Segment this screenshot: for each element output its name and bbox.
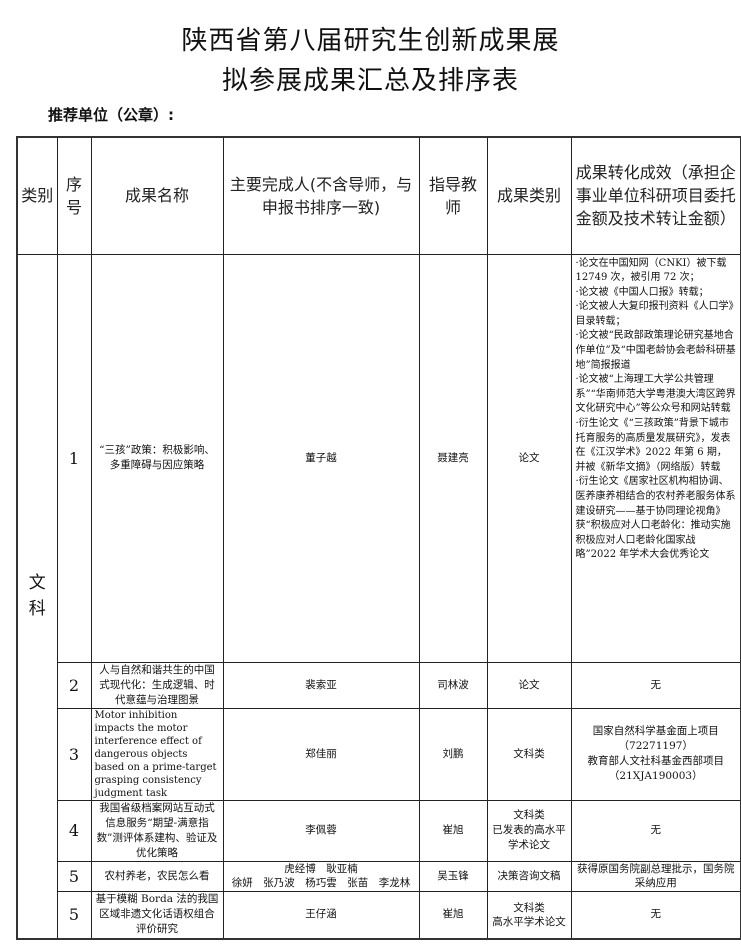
table-row: 文科 1 “三孩”政策：积极影响、多重障碍与因应策略 董子越 聂建亮 论文 ·论… [16,253,741,940]
advisor-cell: 聂建亮 [418,253,488,663]
impact-item: ·论文被《中国人口报》转载； [575,286,709,298]
table-row: 2 人与自然和谐共生的中国式现代化：生成逻辑、时代意蕴与治理图景 裴索亚 司林波… [17,661,741,709]
impact-item: ·衍生论文《居家社区机构相协调、医养康养相结合的农村养老服务体系建设研究——基于… [575,476,736,561]
table-row: 3 Motor inhibition impacts the motor int… [17,707,741,801]
index-cell: 5 [56,890,92,940]
table-row: 4 我国省级档案网站互动式信息服务“期望-满意指数”测评体系建构、验证及优化策略… [17,799,741,862]
header-type: 成果类别 [486,136,572,255]
authors-cell: 郑佳丽 [222,707,420,801]
name-cell: 人与自然和谐共生的中国式现代化：生成逻辑、时代意蕴与治理图景 [90,661,224,709]
name-cell: Motor inhibition impacts the motor inter… [90,707,224,801]
index-cell: 4 [56,799,92,862]
type-cell: 文科类 高水平学术论文 [486,890,572,940]
impact-cell: 无 [570,890,741,940]
name-cell: 基于模糊 Borda 法的我国区域非遗文化话语权组合评价研究 [90,890,224,940]
advisor-cell: 司林波 [418,661,488,709]
advisor-cell: 刘鹏 [418,707,488,801]
type-line: 文科类 [513,809,545,821]
authors-line: 徐妍 张乃波 杨巧雲 张苗 李龙林 [231,877,411,889]
impact-item: ·衍生论文《“三孩政策”背景下城市托育服务的高质量发展研究》，发表在《江汉学术》… [575,418,731,473]
header-category: 类别 [16,136,58,255]
advisor-cell: 崔旭 [418,799,488,862]
impact-line: 教育部人文社科基金西部项目（21XJA190003） [587,755,725,782]
type-line: 已发表的高水平学术论文 [492,824,566,851]
type-cell: 决策咨询文稿 [486,860,572,892]
impact-cell: 获得原国务院副总理批示，国务院采纳应用 [570,860,741,892]
header-index: 序号 [56,136,92,255]
advisor-cell: 吴玉锋 [418,860,488,892]
impact-item: ·论文被“民政部政策理论研究基地合作单位”及“中国老龄协会老龄科研基地”简报报道 [575,330,736,371]
impact-item: ·论文被人大复印报刊资料《人口学》目录转载； [575,301,734,327]
impact-item: ·论文在中国知网（CNKI）被下载 12749 次，被引用 72 次； [575,257,727,284]
authors-cell: 董子越 [222,253,420,663]
impact-cell: 无 [570,799,741,862]
header-name: 成果名称 [90,136,224,255]
impact-cell: 无 [570,661,741,709]
results-table: 类别 序号 成果名称 主要完成人(不含导师，与申报书排序一致) 指导教师 成果类… [16,136,741,940]
header-authors: 主要完成人(不含导师，与申报书排序一致) [222,136,420,255]
index-cell: 5 [56,860,92,892]
type-cell: 文科类 已发表的高水平学术论文 [486,799,572,862]
header-impact: 成果转化成效（承担企事业单位科研项目委托金额及技术转让金额） [570,136,741,255]
name-cell: 农村养老，农民怎么看 [90,860,224,892]
authors-line: 虎经博 耿亚楠 [284,863,358,875]
impact-line: 国家自然科学基金面上项目（72271197） [592,725,719,752]
impact-item: ·论文被“上海理工大学公共管理系”“华南师范大学粤港澳大湾区跨界文化研究中心”等… [575,374,736,415]
authors-cell: 李佩蓉 [222,799,420,862]
authors-cell: 虎经博 耿亚楠 徐妍 张乃波 杨巧雲 张苗 李龙林 [222,860,420,892]
name-cell: 我国省级档案网站互动式信息服务“期望-满意指数”测评体系建构、验证及优化策略 [90,799,224,862]
index-cell: 1 [56,253,92,663]
authors-cell: 王仔涵 [222,890,420,940]
header-advisor: 指导教师 [418,136,488,255]
type-cell: 论文 [486,253,572,663]
impact-cell: ·论文在中国知网（CNKI）被下载 12749 次，被引用 72 次； ·论文被… [570,253,741,663]
type-cell: 论文 [486,661,572,709]
recommend-unit-label: 推荐单位（公章）: [48,106,174,124]
authors-cell: 裴索亚 [222,661,420,709]
index-cell: 2 [56,661,92,709]
impact-cell: 国家自然科学基金面上项目（72271197） 教育部人文社科基金西部项目（21X… [570,707,741,801]
page-subtitle: 拟参展成果汇总及排序表 [221,66,519,96]
table-row: 5 农村养老，农民怎么看 虎经博 耿亚楠 徐妍 张乃波 杨巧雲 张苗 李龙林 吴… [17,860,741,892]
advisor-cell: 崔旭 [418,890,488,940]
type-line: 文科类 [513,901,545,914]
type-cell: 文科类 [486,707,572,801]
table-row: 5 基于模糊 Borda 法的我国区域非遗文化话语权组合评价研究 王仔涵 崔旭 … [17,890,741,940]
page-title: 陕西省第八届研究生创新成果展 [181,26,560,56]
name-cell: “三孩”政策：积极影响、多重障碍与因应策略 [90,253,224,663]
category-cell: 文科 [16,253,58,940]
header-row: 类别 序号 成果名称 主要完成人(不含导师，与申报书排序一致) 指导教师 成果类… [16,136,741,255]
type-line: 高水平学术论文 [492,915,566,928]
index-cell: 3 [56,707,92,801]
